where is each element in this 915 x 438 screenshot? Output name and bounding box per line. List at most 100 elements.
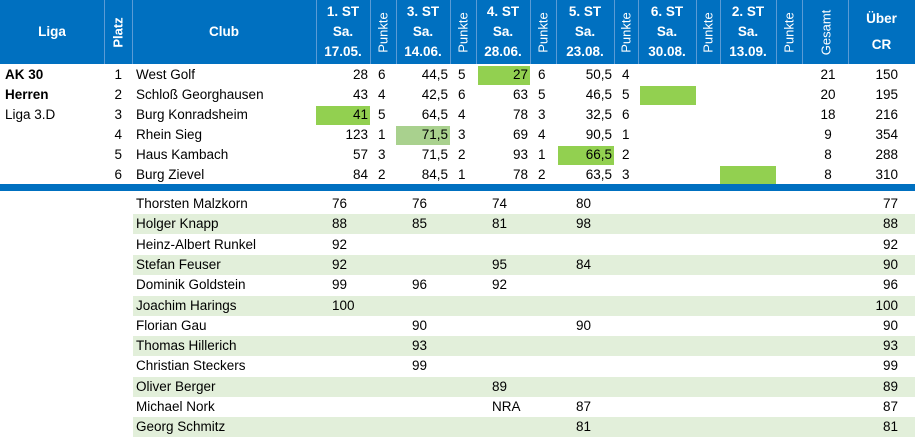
highlight-cell — [558, 146, 614, 165]
player-score: 90 — [412, 317, 428, 333]
player-score: 99 — [332, 277, 348, 293]
highlight-cell — [720, 166, 776, 185]
team-club: Haus Kambach — [136, 147, 229, 162]
player-score: 74 — [492, 196, 508, 211]
team-punkte — [704, 65, 720, 85]
player-row: Heinz-Albert Runkel 92 92 — [133, 235, 915, 255]
player-cr: 87 — [882, 399, 898, 414]
team-score: 78 — [512, 107, 528, 122]
team-score: 63 — [512, 87, 528, 102]
player-score: 80 — [576, 196, 592, 211]
team-score — [738, 125, 774, 145]
team-punkte: 6 — [622, 107, 630, 122]
player-row: Georg Schmitz 81 81 — [133, 417, 915, 438]
team-row: 6 Burg Zievel 84 2 84,5 1 78 2 63,5 3 8 310 — [0, 165, 915, 185]
team-gesamt: 20 — [820, 87, 836, 102]
player-cr: 89 — [882, 378, 898, 394]
player-score: 90 — [576, 317, 592, 333]
header-club: Club — [209, 24, 239, 39]
team-score: 44,5 — [421, 67, 448, 82]
header-platz: Platz — [110, 16, 126, 48]
header-round-4: 5. ST Sa. 23.08. — [566, 4, 604, 59]
team-row: 5 Haus Kambach 57 3 71,5 2 93 1 66,5 2 8 288 — [0, 145, 915, 165]
team-score: 57 — [352, 147, 368, 162]
team-club: West Golf — [136, 67, 196, 82]
team-punkte: 3 — [458, 127, 466, 142]
player-row: Michael Nork NRA 87 87 — [133, 397, 915, 417]
team-score: 43 — [352, 87, 368, 102]
team-cr: 288 — [875, 147, 898, 162]
team-punkte — [784, 145, 800, 165]
player-score: NRA — [492, 399, 521, 414]
player-row: Florian Gau 90 90 90 — [133, 316, 915, 336]
team-club: Burg Konradsheim — [136, 107, 248, 122]
team-punkte — [784, 165, 800, 185]
player-score: 92 — [332, 256, 348, 272]
team-punkte: 4 — [458, 107, 466, 122]
team-score: 93 — [512, 147, 528, 162]
team-punkte: 1 — [378, 127, 386, 142]
team-club: Rhein Sieg — [136, 127, 203, 142]
team-score: 41 — [352, 107, 368, 122]
team-score — [738, 165, 774, 185]
team-punkte — [704, 125, 720, 145]
player-name: Georg Schmitz — [136, 419, 226, 435]
player-name: Christian Steckers — [136, 358, 246, 374]
team-row: 1 West Golf 28 6 44,5 5 27 6 50,5 4 21 150 — [0, 65, 915, 85]
player-name: Michael Nork — [136, 399, 215, 414]
header-punkte-5: Punkte — [700, 11, 716, 53]
player-row: Holger Knapp 88 85 81 98 88 — [133, 214, 915, 235]
team-score — [658, 85, 694, 105]
highlight-cell — [640, 86, 696, 105]
player-score: 81 — [576, 419, 592, 435]
team-punkte — [704, 85, 720, 105]
player-cr: 96 — [882, 277, 898, 293]
player-cr: 100 — [875, 297, 898, 313]
player-score: 76 — [412, 196, 428, 211]
team-punkte: 2 — [622, 147, 630, 162]
player-score: 89 — [492, 378, 508, 394]
player-cr: 77 — [882, 196, 898, 211]
header-round-5: 6. ST Sa. 30.08. — [648, 4, 686, 59]
header-round-3: 4. ST Sa. 28.06. — [484, 4, 522, 59]
player-name: Dominik Goldstein — [136, 277, 246, 293]
team-punkte — [784, 85, 800, 105]
team-score: 42,5 — [421, 87, 448, 102]
team-punkte: 2 — [378, 167, 386, 182]
team-cr: 195 — [875, 87, 898, 102]
header-liga: Liga — [38, 24, 66, 39]
team-gesamt: 9 — [824, 127, 832, 142]
team-punkte: 3 — [538, 107, 546, 122]
league-label: Liga 3.D — [5, 107, 56, 122]
highlight-cell — [396, 126, 450, 145]
team-gesamt: 8 — [824, 147, 832, 162]
table-header: Liga Platz Club 1. ST Sa. 17.05. Punkte 3.… — [0, 0, 915, 64]
team-score: 46,5 — [585, 87, 612, 102]
team-punkte: 6 — [538, 67, 546, 82]
player-row: Joachim Harings 100 100 — [133, 295, 915, 316]
player-score: 81 — [492, 216, 508, 232]
team-score: 64,5 — [421, 107, 448, 122]
team-punkte: 3 — [378, 147, 386, 162]
header-punkte-6: Punkte — [781, 11, 797, 53]
team-punkte: 2 — [458, 147, 466, 162]
team-punkte: 4 — [622, 67, 630, 82]
team-platz: 1 — [114, 67, 122, 82]
team-punkte: 5 — [458, 67, 466, 82]
team-score — [738, 65, 774, 85]
team-gesamt: 8 — [824, 167, 832, 182]
player-score: 87 — [576, 399, 592, 414]
player-name: Stefan Feuser — [136, 256, 221, 272]
team-punkte: 4 — [538, 127, 546, 142]
team-score: 27 — [512, 67, 528, 82]
league-label: AK 30 — [5, 67, 44, 82]
team-punkte: 5 — [622, 87, 630, 102]
team-score: 66,5 — [585, 147, 612, 162]
league-label: Herren — [5, 87, 49, 102]
team-score: 90,5 — [585, 127, 612, 142]
team-punkte: 5 — [378, 107, 386, 122]
player-name: Oliver Berger — [136, 378, 216, 394]
team-score: 78 — [512, 167, 528, 182]
player-score: 88 — [332, 216, 348, 232]
team-punkte: 4 — [378, 87, 386, 102]
